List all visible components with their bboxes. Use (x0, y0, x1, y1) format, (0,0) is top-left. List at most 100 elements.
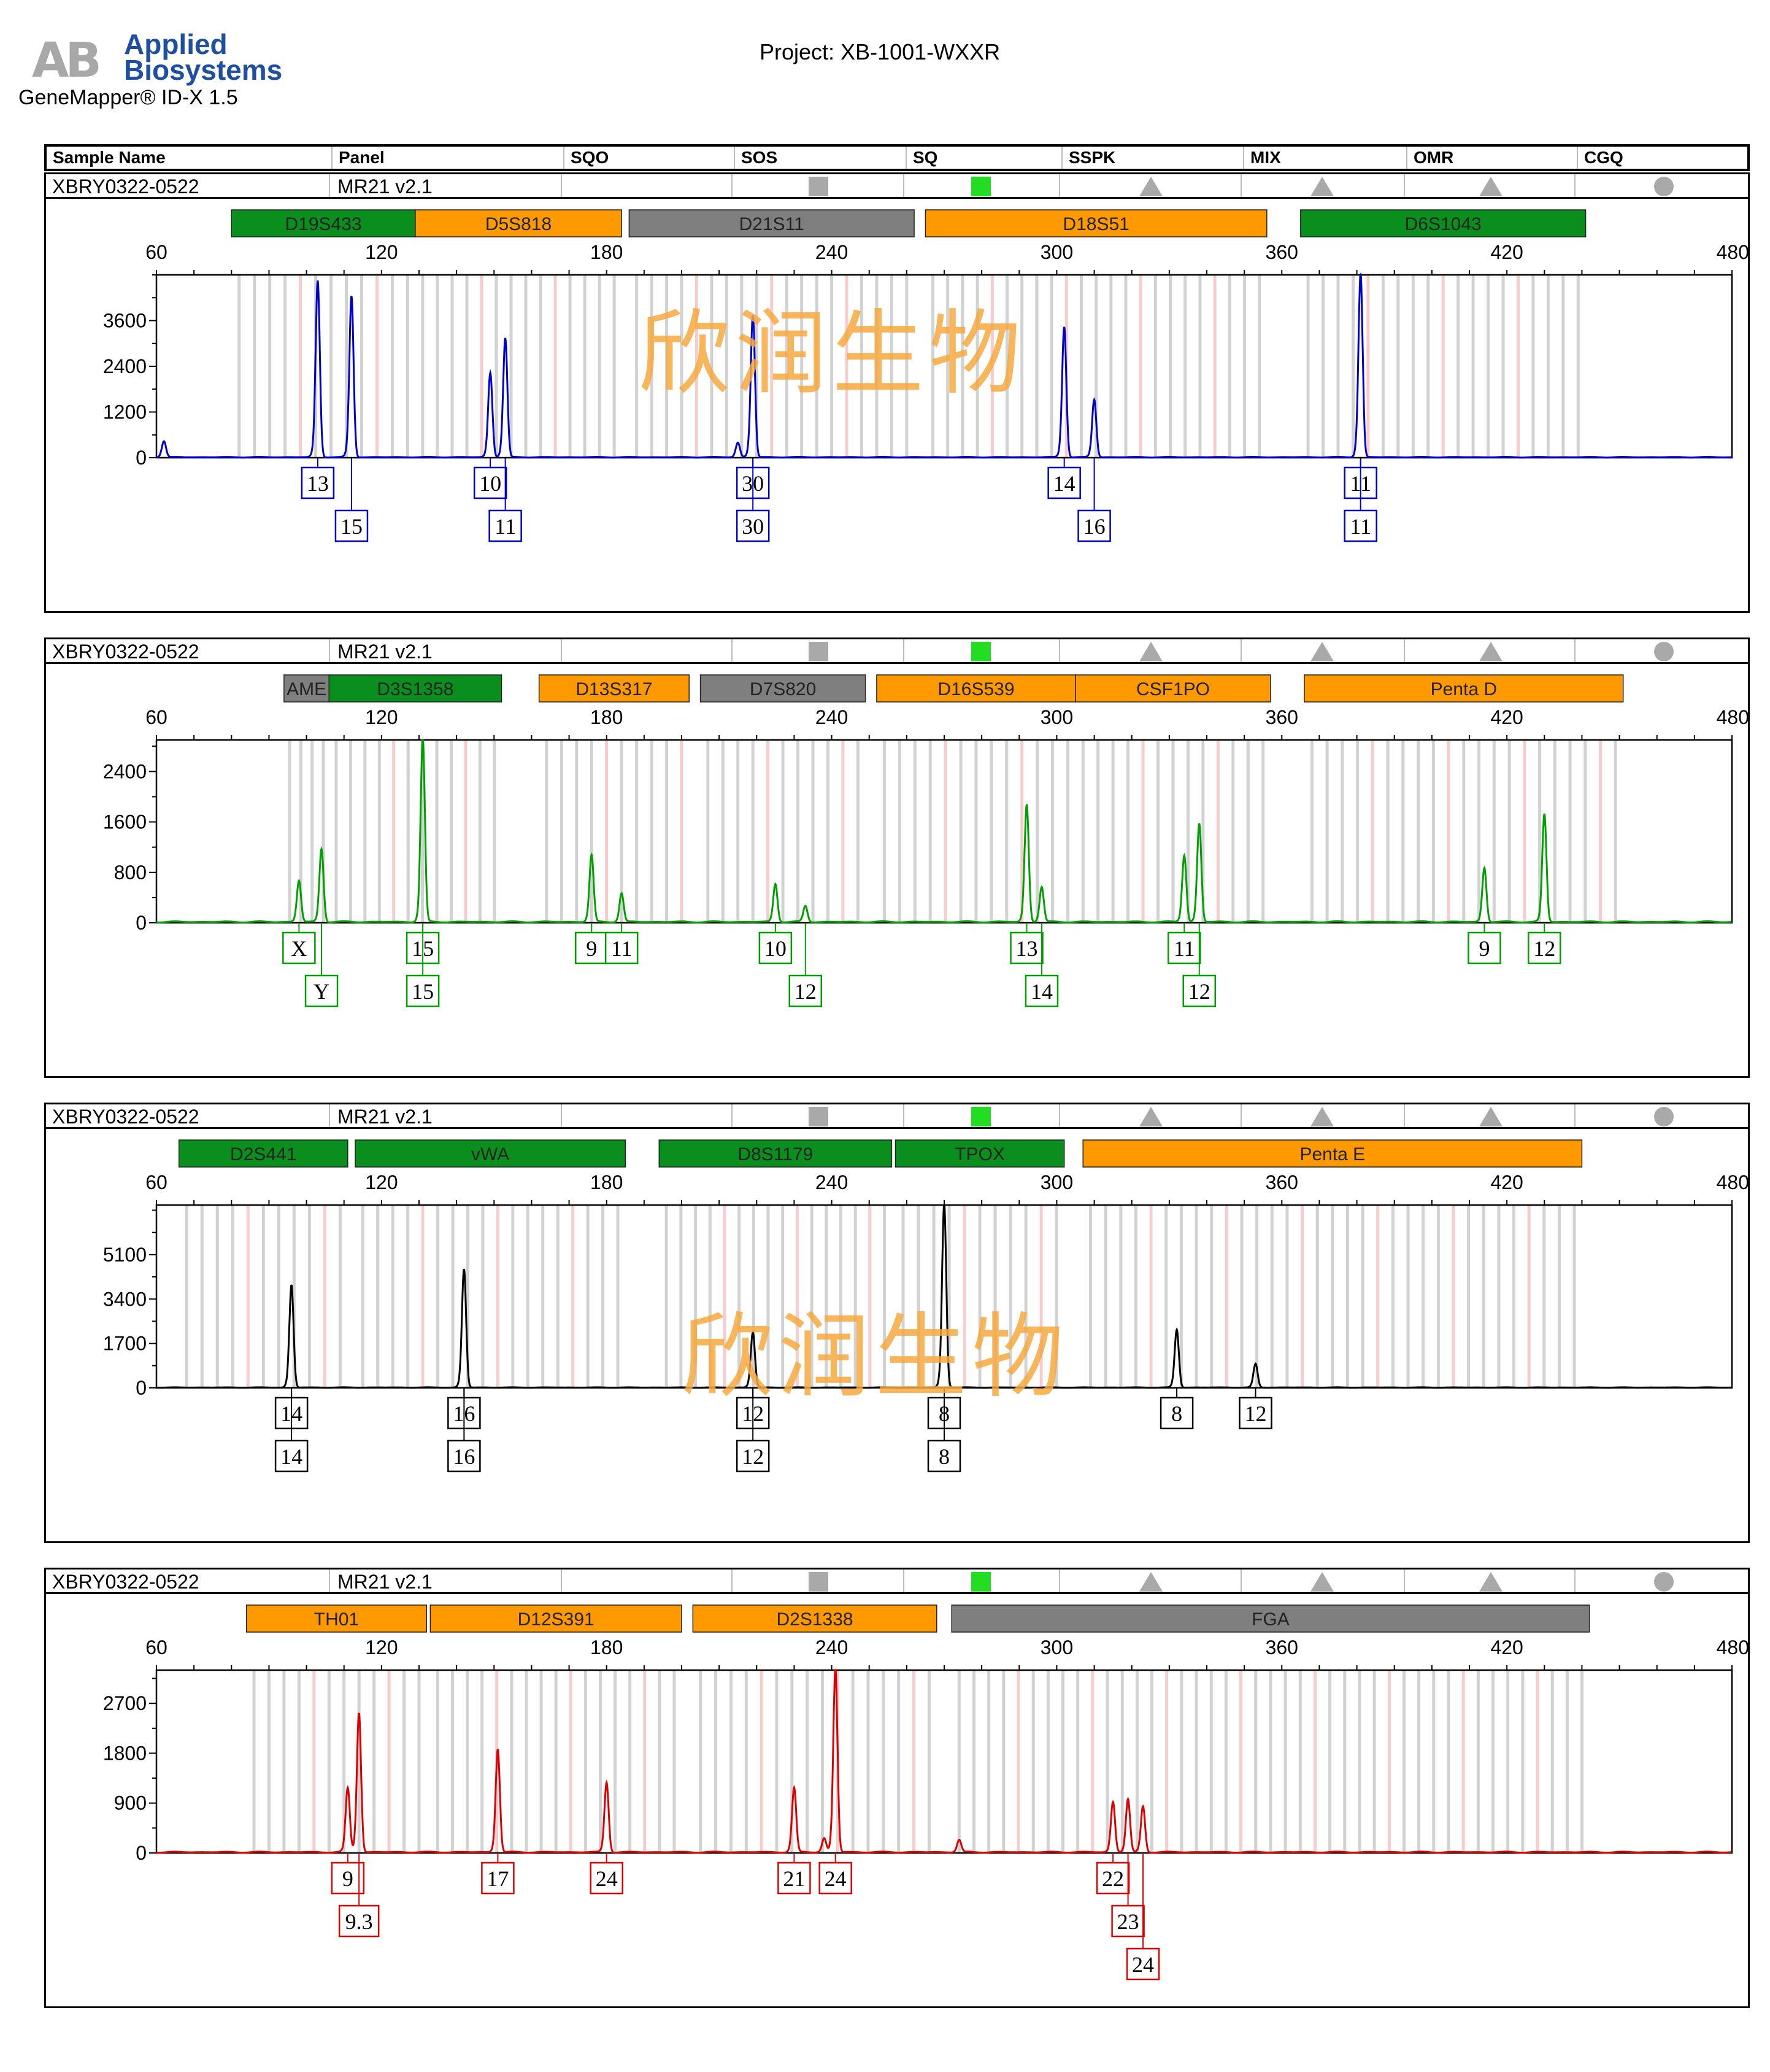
marker-d5s818[interactable]: D5S818 (415, 209, 622, 237)
col-omr[interactable]: OMR (1414, 148, 1454, 167)
marker-d18s51[interactable]: D18S51 (925, 209, 1268, 237)
allele-call[interactable]: 24 (818, 1853, 852, 1895)
sos-quality-icon[interactable] (809, 1572, 828, 1592)
allele-call[interactable]: 24 (590, 1853, 623, 1895)
omr-quality-icon[interactable] (1479, 177, 1503, 196)
marker-ame[interactable]: AME (283, 674, 330, 703)
sspk-quality-icon[interactable] (1139, 1107, 1163, 1127)
mix-quality-icon[interactable] (1310, 177, 1334, 196)
allele-call-box[interactable] (488, 509, 522, 542)
allele-call[interactable]: Y (304, 923, 339, 1007)
marker-bar[interactable] (1082, 1139, 1583, 1168)
allele-call[interactable]: 12 (1528, 923, 1561, 965)
sq-quality-icon[interactable] (971, 1572, 991, 1592)
marker-bar[interactable] (355, 1139, 626, 1168)
allele-call-box[interactable] (1111, 1904, 1145, 1938)
allele-call-box[interactable] (777, 1862, 811, 1895)
mix-quality-icon[interactable] (1310, 1107, 1334, 1127)
allele-call-box[interactable] (736, 1439, 770, 1473)
allele-call[interactable]: 15 (406, 923, 440, 1007)
allele-call-box[interactable] (818, 1862, 852, 1895)
allele-call-box[interactable] (301, 466, 335, 499)
allele-call[interactable]: 12 (788, 923, 823, 1007)
marker-bar[interactable] (231, 209, 416, 237)
omr-quality-icon[interactable] (1479, 1107, 1503, 1127)
allele-call[interactable]: 23 (1111, 1853, 1145, 1938)
cgq-quality-icon[interactable] (1654, 177, 1674, 196)
sspk-quality-icon[interactable] (1139, 1572, 1163, 1592)
marker-d16s539[interactable]: D16S539 (876, 674, 1076, 703)
allele-call[interactable]: 30 (736, 458, 770, 542)
marker-d2s441[interactable]: D2S441 (178, 1139, 348, 1168)
allele-call-box[interactable] (1468, 931, 1501, 965)
allele-call-box[interactable] (1344, 509, 1377, 542)
allele-call[interactable]: 17 (481, 1853, 515, 1895)
cgq-quality-icon[interactable] (1654, 642, 1674, 661)
marker-bar[interactable] (951, 1604, 1590, 1633)
marker-bar[interactable] (328, 674, 502, 703)
allele-call-box[interactable] (1010, 931, 1044, 965)
allele-call-box[interactable] (1126, 1947, 1160, 1981)
allele-call[interactable]: 12 (1239, 1388, 1272, 1430)
marker-bar[interactable] (538, 674, 690, 703)
cgq-quality-icon[interactable] (1654, 1572, 1674, 1592)
marker-bar[interactable] (658, 1139, 893, 1168)
marker-bar[interactable] (415, 209, 622, 237)
sq-quality-icon[interactable] (971, 1107, 991, 1127)
col-sample-name[interactable]: Sample Name (53, 148, 166, 167)
marker-bar[interactable] (925, 209, 1268, 237)
allele-call-box[interactable] (1160, 1396, 1194, 1430)
allele-call[interactable]: 11 (1344, 458, 1377, 542)
allele-call[interactable]: 24 (1126, 1853, 1160, 1981)
allele-call[interactable]: 9 (575, 923, 609, 965)
omr-quality-icon[interactable] (1479, 1572, 1503, 1592)
allele-call[interactable]: 11 (1168, 923, 1201, 965)
marker-d7s820[interactable]: D7S820 (699, 674, 866, 703)
sample-row[interactable]: XBRY0322-0522 MR21 v2.1 (46, 639, 1748, 664)
allele-call[interactable]: 22 (1096, 1853, 1130, 1895)
cgq-quality-icon[interactable] (1654, 1107, 1674, 1127)
sos-quality-icon[interactable] (809, 177, 828, 196)
marker-bar[interactable] (178, 1139, 348, 1168)
marker-d8s1179[interactable]: D8S1179 (658, 1139, 893, 1168)
allele-call-box[interactable] (282, 931, 316, 965)
mix-quality-icon[interactable] (1310, 642, 1334, 661)
allele-call[interactable]: 11 (488, 458, 522, 542)
allele-call-box[interactable] (1168, 931, 1201, 965)
marker-bar[interactable] (699, 674, 866, 703)
marker-fga[interactable]: FGA (951, 1604, 1590, 1633)
allele-call-box[interactable] (447, 1439, 481, 1473)
marker-bar[interactable] (1075, 674, 1271, 703)
allele-call-box[interactable] (274, 1439, 309, 1473)
marker-d2s1338[interactable]: D2S1338 (692, 1604, 937, 1633)
col-cgq[interactable]: CGQ (1584, 148, 1623, 167)
sample-row[interactable]: XBRY0322-0522 MR21 v2.1 (46, 1104, 1748, 1129)
marker-bar[interactable] (283, 674, 330, 703)
allele-call[interactable]: 12 (1182, 923, 1217, 1007)
allele-call-box[interactable] (590, 1862, 623, 1895)
allele-call[interactable]: 14 (1025, 923, 1059, 1007)
allele-call-box[interactable] (406, 974, 440, 1007)
allele-call[interactable]: 10 (758, 923, 793, 965)
allele-call[interactable]: 16 (447, 1388, 481, 1473)
allele-call[interactable]: 12 (736, 1388, 770, 1473)
allele-call-box[interactable] (758, 931, 793, 965)
marker-bar[interactable] (245, 1604, 427, 1633)
allele-call[interactable]: 14 (274, 1388, 309, 1473)
marker-bar[interactable] (1300, 209, 1587, 237)
allele-call[interactable]: 10 (473, 458, 507, 499)
marker-bar[interactable] (429, 1604, 682, 1633)
allele-call[interactable]: 9 (331, 1853, 365, 1895)
allele-call[interactable]: 9.3 (338, 1853, 380, 1938)
sspk-quality-icon[interactable] (1139, 177, 1163, 196)
col-mix[interactable]: MIX (1250, 148, 1281, 167)
allele-call-box[interactable] (481, 1862, 515, 1895)
allele-call-box[interactable] (1239, 1396, 1272, 1430)
allele-call-box[interactable] (334, 509, 369, 542)
col-sos[interactable]: SOS (741, 148, 778, 167)
marker-penta-d[interactable]: Penta D (1304, 674, 1624, 703)
marker-d19s433[interactable]: D19S433 (231, 209, 416, 237)
allele-call-box[interactable] (927, 1439, 961, 1473)
allele-call-box[interactable] (1182, 974, 1217, 1007)
marker-d3s1358[interactable]: D3S1358 (328, 674, 502, 703)
